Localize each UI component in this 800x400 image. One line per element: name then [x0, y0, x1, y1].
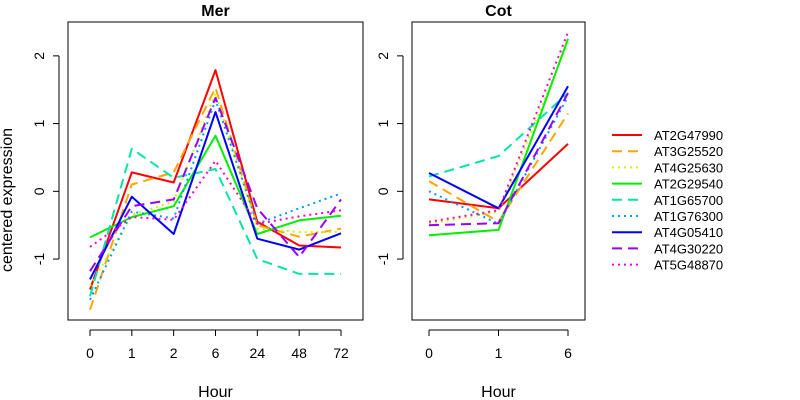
cot-y-tick-label: 0 — [375, 187, 391, 195]
cot-x-axis-label: Hour — [481, 384, 516, 400]
cot-series-at1g76300 — [428, 96, 569, 225]
mer-series-at2g47990 — [89, 69, 342, 290]
mer-x-tick-label: 2 — [170, 345, 178, 361]
cot-x-tick-label: 6 — [564, 345, 572, 361]
mer-plot-frame — [67, 21, 364, 321]
panel-mer: Mer 0 1 2 6 24 48 72 Hour -1 0 1 2 centered expressio… — [0, 3, 364, 400]
cot-series-at4g30220 — [428, 92, 569, 227]
mer-x-tick-label: 6 — [212, 345, 220, 361]
cot-x-tick-label: 1 — [495, 345, 503, 361]
mer-title: Mer — [201, 3, 229, 20]
cot-title: Cot — [485, 3, 512, 20]
chart-legend: AT2G47990AT3G25520AT4G25630AT2G29540AT1G… — [612, 128, 723, 273]
mer-y-axis-label: centered expression — [0, 128, 16, 272]
mer-x-axis-label: Hour — [198, 384, 233, 400]
mer-x-tick-label: 72 — [333, 345, 349, 361]
mer-series-at5g48870 — [89, 159, 342, 248]
mer-y-tick-label: 0 — [31, 187, 47, 195]
cot-series-at3g25520 — [428, 112, 569, 223]
cot-y-tick-label: 2 — [375, 52, 391, 60]
legend-label-at3g25520: AT3G25520 — [654, 144, 723, 159]
cot-plot-frame — [411, 21, 586, 321]
panel-cot: Cot 0 1 6 Hour -1 0 1 2 — [375, 3, 586, 400]
cot-series-at1g65700 — [428, 92, 569, 178]
cot-series-at4g25630 — [428, 41, 569, 225]
mer-x-tick-label: 1 — [128, 345, 136, 361]
cot-y-tick-label: 1 — [375, 119, 391, 127]
cot-x-tick-label: 0 — [425, 345, 433, 361]
mer-x-tick-label: 24 — [250, 345, 266, 361]
mer-series-at4g30220 — [89, 96, 342, 272]
legend-label-at1g65700: AT1G65700 — [654, 193, 723, 208]
cot-y-tick-label: -1 — [375, 253, 391, 266]
cot-series-at2g29540 — [428, 38, 569, 237]
mer-series-at2g29540 — [89, 134, 342, 239]
mer-x-tick-label: 0 — [86, 345, 94, 361]
mer-series-at3g25520 — [89, 86, 342, 311]
mer-y-tick-label: 2 — [31, 52, 47, 60]
legend-label-at4g05410: AT4G05410 — [654, 225, 723, 240]
mer-y-tick-label: -1 — [31, 253, 47, 266]
mer-series-at4g05410 — [89, 111, 342, 280]
cot-series-at2g47990 — [428, 143, 569, 210]
mer-series-at4g25630 — [89, 92, 341, 287]
legend-label-at1g76300: AT1G76300 — [654, 209, 723, 224]
mer-x-tick-label: 48 — [291, 345, 307, 361]
legend-label-at4g25630: AT4G25630 — [654, 160, 723, 175]
legend-label-at2g47990: AT2G47990 — [654, 128, 723, 143]
mer-y-tick-label: 1 — [31, 119, 47, 127]
mer-series-at1g65700 — [89, 147, 341, 297]
legend-label-at5g48870: AT5G48870 — [654, 258, 723, 273]
legend-label-at2g29540: AT2G29540 — [654, 177, 723, 192]
legend-label-at4g30220: AT4G30220 — [654, 241, 723, 256]
